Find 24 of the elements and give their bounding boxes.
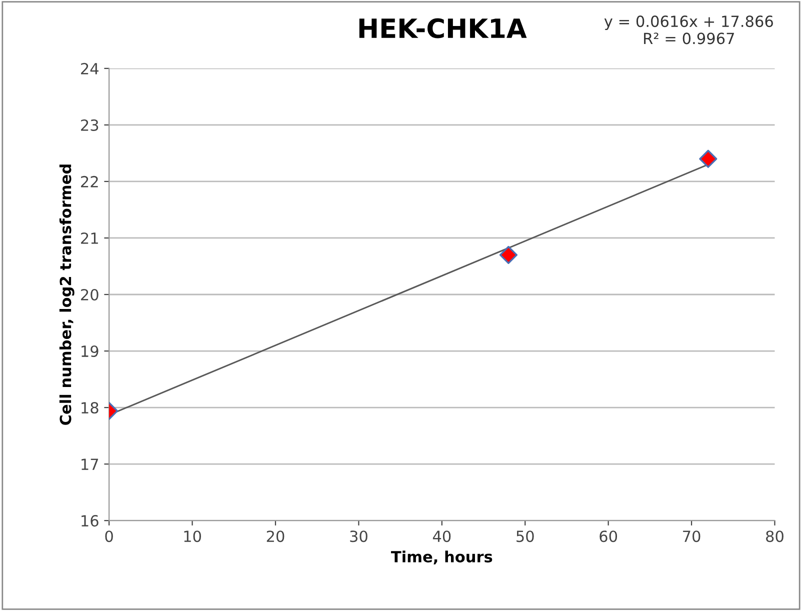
y-tick-label: 17 [82,458,98,470]
x-tick-label: 0 [105,530,113,542]
y-tick-label: 24 [81,62,98,74]
y-tick-label: 18 [82,402,98,414]
x-tick-label: 60 [600,530,618,542]
y-tick-label: 21 [81,232,98,244]
y-axis-title: Cell number, log2 transformed [59,164,74,425]
chart-title: HEK-CHK1A [359,18,527,38]
x-tick-label: 80 [766,530,784,542]
point [499,246,518,264]
point [699,150,718,168]
y-tick-label: 20 [81,288,98,301]
text: y = 0.0616x + 17.866 R² = 0.9967 [604,16,773,44]
x-axis-title: Time, hours [391,550,492,564]
x-tick-label: 50 [516,530,534,542]
y-tick-label: 22 [81,176,98,188]
y-tick-label: 23 [81,119,98,131]
y-tick-label: 19 [82,345,98,358]
x-tick-label: 70 [683,530,700,542]
y-tick-label: 16 [82,515,98,527]
x-tick-label: 30 [350,530,368,542]
x-tick-label: 10 [184,530,201,542]
x-tick-label: 20 [266,530,284,542]
x-tick-label: 40 [432,530,451,542]
